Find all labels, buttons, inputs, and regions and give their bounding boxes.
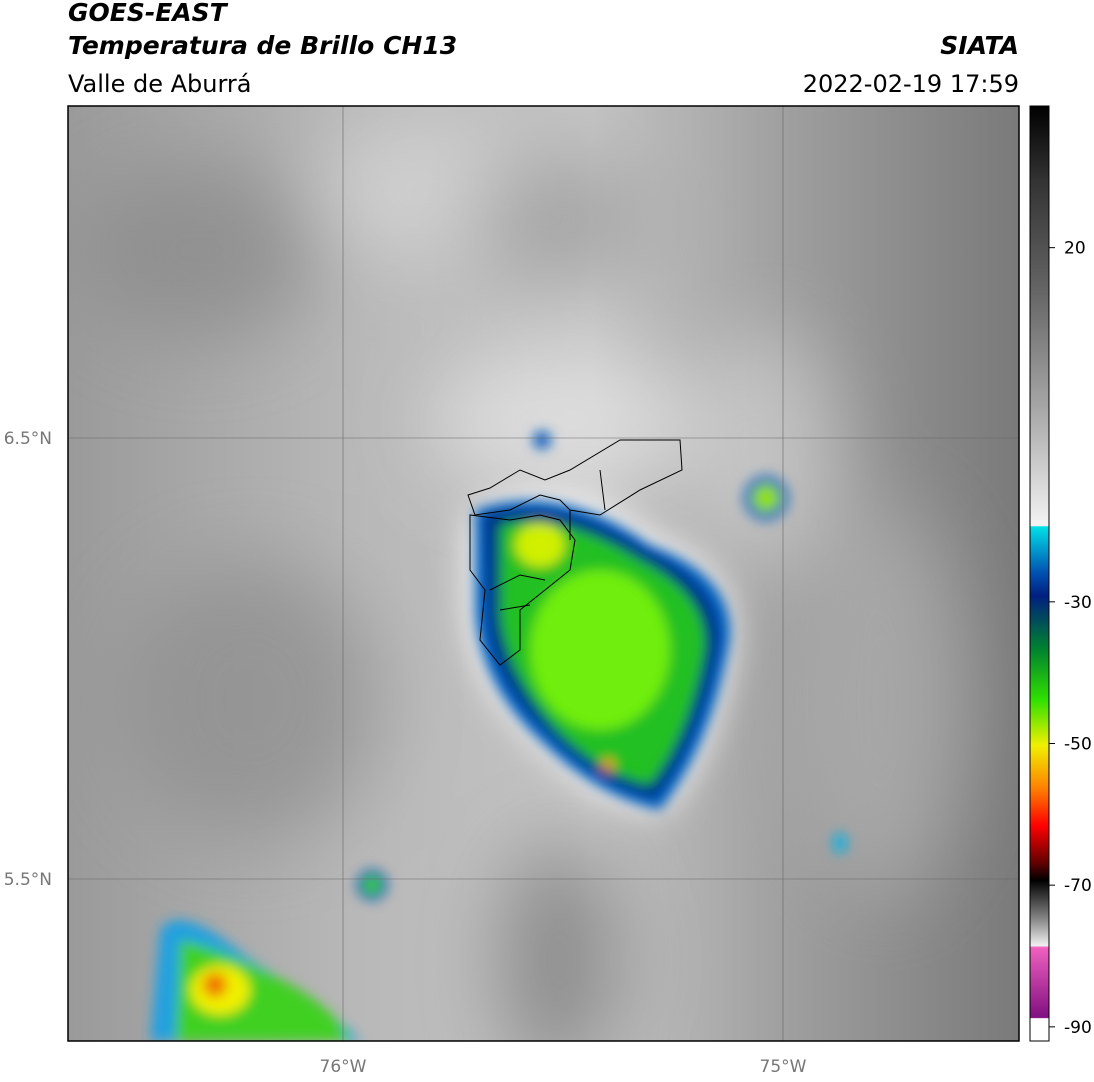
source: SIATA <box>940 31 1019 60</box>
colorbar-ticks: 20 -30 -50 -70 -90 <box>1049 239 1092 1038</box>
lat-label: 6.5°N <box>4 429 52 449</box>
colorbar-tick-label: -30 <box>1064 593 1092 613</box>
lat-label: 5.5°N <box>4 870 52 890</box>
colorbar-tick-label: -90 <box>1064 1018 1092 1038</box>
colorbar-tick-label: -70 <box>1064 876 1092 896</box>
lon-label: 75°W <box>760 1057 807 1077</box>
datetime: 2022-02-19 17:59 <box>803 70 1019 98</box>
subtitle: Temperatura de Brillo CH13 <box>68 31 457 60</box>
title: GOES-EAST <box>68 0 229 27</box>
satellite-image <box>68 106 1019 1041</box>
colorbar-tick-label: 20 <box>1064 239 1086 259</box>
colorbar <box>1029 105 1050 1042</box>
boundaries <box>467 439 683 666</box>
colorbar-tick-label: -50 <box>1064 735 1092 755</box>
lon-label: 76°W <box>320 1057 367 1077</box>
region: Valle de Aburrá <box>68 70 252 98</box>
header: GOES-EAST Temperatura de Brillo CH13 Val… <box>68 0 1019 98</box>
map-frame <box>67 105 1020 1042</box>
